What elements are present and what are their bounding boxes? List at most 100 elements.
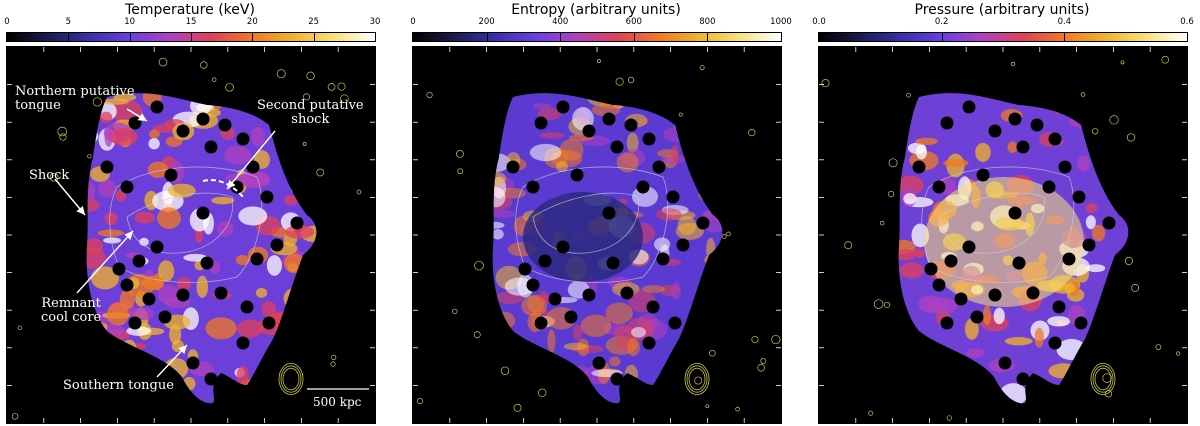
masked-point-source <box>940 316 954 330</box>
masked-point-source <box>988 124 1002 138</box>
pressure-map <box>818 46 1188 424</box>
masked-point-source <box>1012 256 1026 270</box>
temperature-panel: Temperature (keV) 0 5 10 15 20 25 30 Northern … <box>2 0 381 426</box>
masked-point-source <box>570 168 584 182</box>
masked-point-source <box>1042 180 1056 194</box>
masked-point-source <box>944 254 958 268</box>
annotation-remnant-cool-core: Remnant cool core <box>41 296 102 325</box>
masked-point-source <box>132 254 146 268</box>
masked-point-source <box>592 356 606 370</box>
tick-label: 0 <box>410 17 416 27</box>
masked-point-source <box>998 356 1012 370</box>
masked-point-source <box>1016 372 1030 386</box>
masked-point-source <box>128 316 142 330</box>
masked-point-source <box>128 116 142 130</box>
masked-point-source <box>696 216 710 230</box>
tick-label: 200 <box>478 17 495 27</box>
entropy-colorbar <box>412 32 782 42</box>
annotation-arrow <box>226 130 276 190</box>
masked-point-source <box>112 262 126 276</box>
masked-point-source <box>120 278 134 292</box>
annotation-arrow <box>54 178 86 216</box>
masked-point-source <box>564 310 578 324</box>
masked-point-source <box>642 132 656 146</box>
masked-point-source <box>196 206 210 220</box>
annotation-northern-tongue: Northern putative tongue <box>15 84 135 113</box>
colorbar-tick <box>313 33 315 41</box>
masked-point-source <box>236 336 250 350</box>
masked-point-source <box>204 372 218 386</box>
masked-point-source <box>142 292 156 306</box>
masked-point-source <box>534 316 548 330</box>
masked-point-source <box>624 118 638 132</box>
masked-point-source <box>1082 238 1096 252</box>
masked-point-source <box>270 238 284 252</box>
pressure-panel: Pressure (arbitrary units) 0.0 0.2 0.4 0.6 <box>812 0 1194 426</box>
tick-label: 20 <box>246 17 258 27</box>
masked-point-source <box>620 286 634 300</box>
masked-point-source <box>150 100 164 114</box>
tick-label: 30 <box>369 17 381 27</box>
tick-label: 0.4 <box>1057 17 1072 27</box>
scalebar-label: 500 kpc <box>313 395 362 409</box>
masked-point-source <box>656 252 670 266</box>
pressure-colorbar-title: Pressure (arbitrary units) <box>914 2 1090 18</box>
masked-point-source <box>1048 132 1062 146</box>
masked-point-source <box>1026 286 1040 300</box>
masked-point-source <box>158 310 172 324</box>
tick-label: 0 <box>4 17 10 27</box>
masked-point-source <box>954 292 968 306</box>
masked-point-source <box>204 140 218 154</box>
entropy-map <box>412 46 782 424</box>
masked-point-source <box>538 254 552 268</box>
masked-point-source <box>176 124 190 138</box>
masked-point-source <box>518 262 532 276</box>
temperature-map: Northern putative tongue Second putative… <box>6 46 376 424</box>
masked-point-source <box>668 316 682 330</box>
tick-label: 0.6 <box>1180 17 1194 27</box>
masked-point-source <box>602 112 616 126</box>
masked-point-source <box>1008 112 1022 126</box>
colorbar-tick <box>129 33 131 41</box>
tick-label: 15 <box>185 17 197 27</box>
masked-point-source <box>932 180 946 194</box>
masked-point-source <box>556 100 570 114</box>
masked-point-source <box>988 288 1002 302</box>
masked-point-source <box>556 240 570 254</box>
masked-point-source <box>940 116 954 130</box>
masked-point-source <box>636 180 650 194</box>
masked-point-source <box>1008 206 1022 220</box>
masked-point-source <box>912 160 926 174</box>
masked-point-source <box>250 252 264 266</box>
masked-point-source <box>1102 216 1116 230</box>
masked-point-source <box>582 124 596 138</box>
masked-point-source <box>214 286 228 300</box>
colorbar-tick <box>1064 33 1066 41</box>
masked-point-source <box>526 180 540 194</box>
masked-point-source <box>602 206 616 220</box>
masked-point-source <box>260 190 274 204</box>
masked-point-source <box>548 292 562 306</box>
tick-label: 10 <box>124 17 136 27</box>
tick-label: 25 <box>308 17 320 27</box>
masked-point-source <box>610 372 624 386</box>
masked-point-source <box>218 118 232 132</box>
entropy-cluster-image <box>413 47 781 423</box>
masked-point-source <box>652 160 666 174</box>
tick-label: 0.0 <box>812 17 826 27</box>
masked-point-source <box>606 256 620 270</box>
masked-point-source <box>1072 190 1086 204</box>
masked-point-source <box>1058 160 1072 174</box>
masked-point-source <box>176 288 190 302</box>
masked-point-source <box>962 100 976 114</box>
temperature-cluster-image <box>7 47 375 423</box>
annotation-arrow <box>126 108 148 122</box>
temperature-colorbar-title: Temperature (keV) <box>125 2 255 18</box>
masked-point-source <box>120 180 134 194</box>
tick-label: 400 <box>552 17 569 27</box>
masked-point-source <box>1048 336 1062 350</box>
colorbar-tick <box>191 33 192 41</box>
colorbar-tick <box>941 33 943 41</box>
masked-point-source <box>646 300 660 314</box>
masked-point-source <box>970 310 984 324</box>
